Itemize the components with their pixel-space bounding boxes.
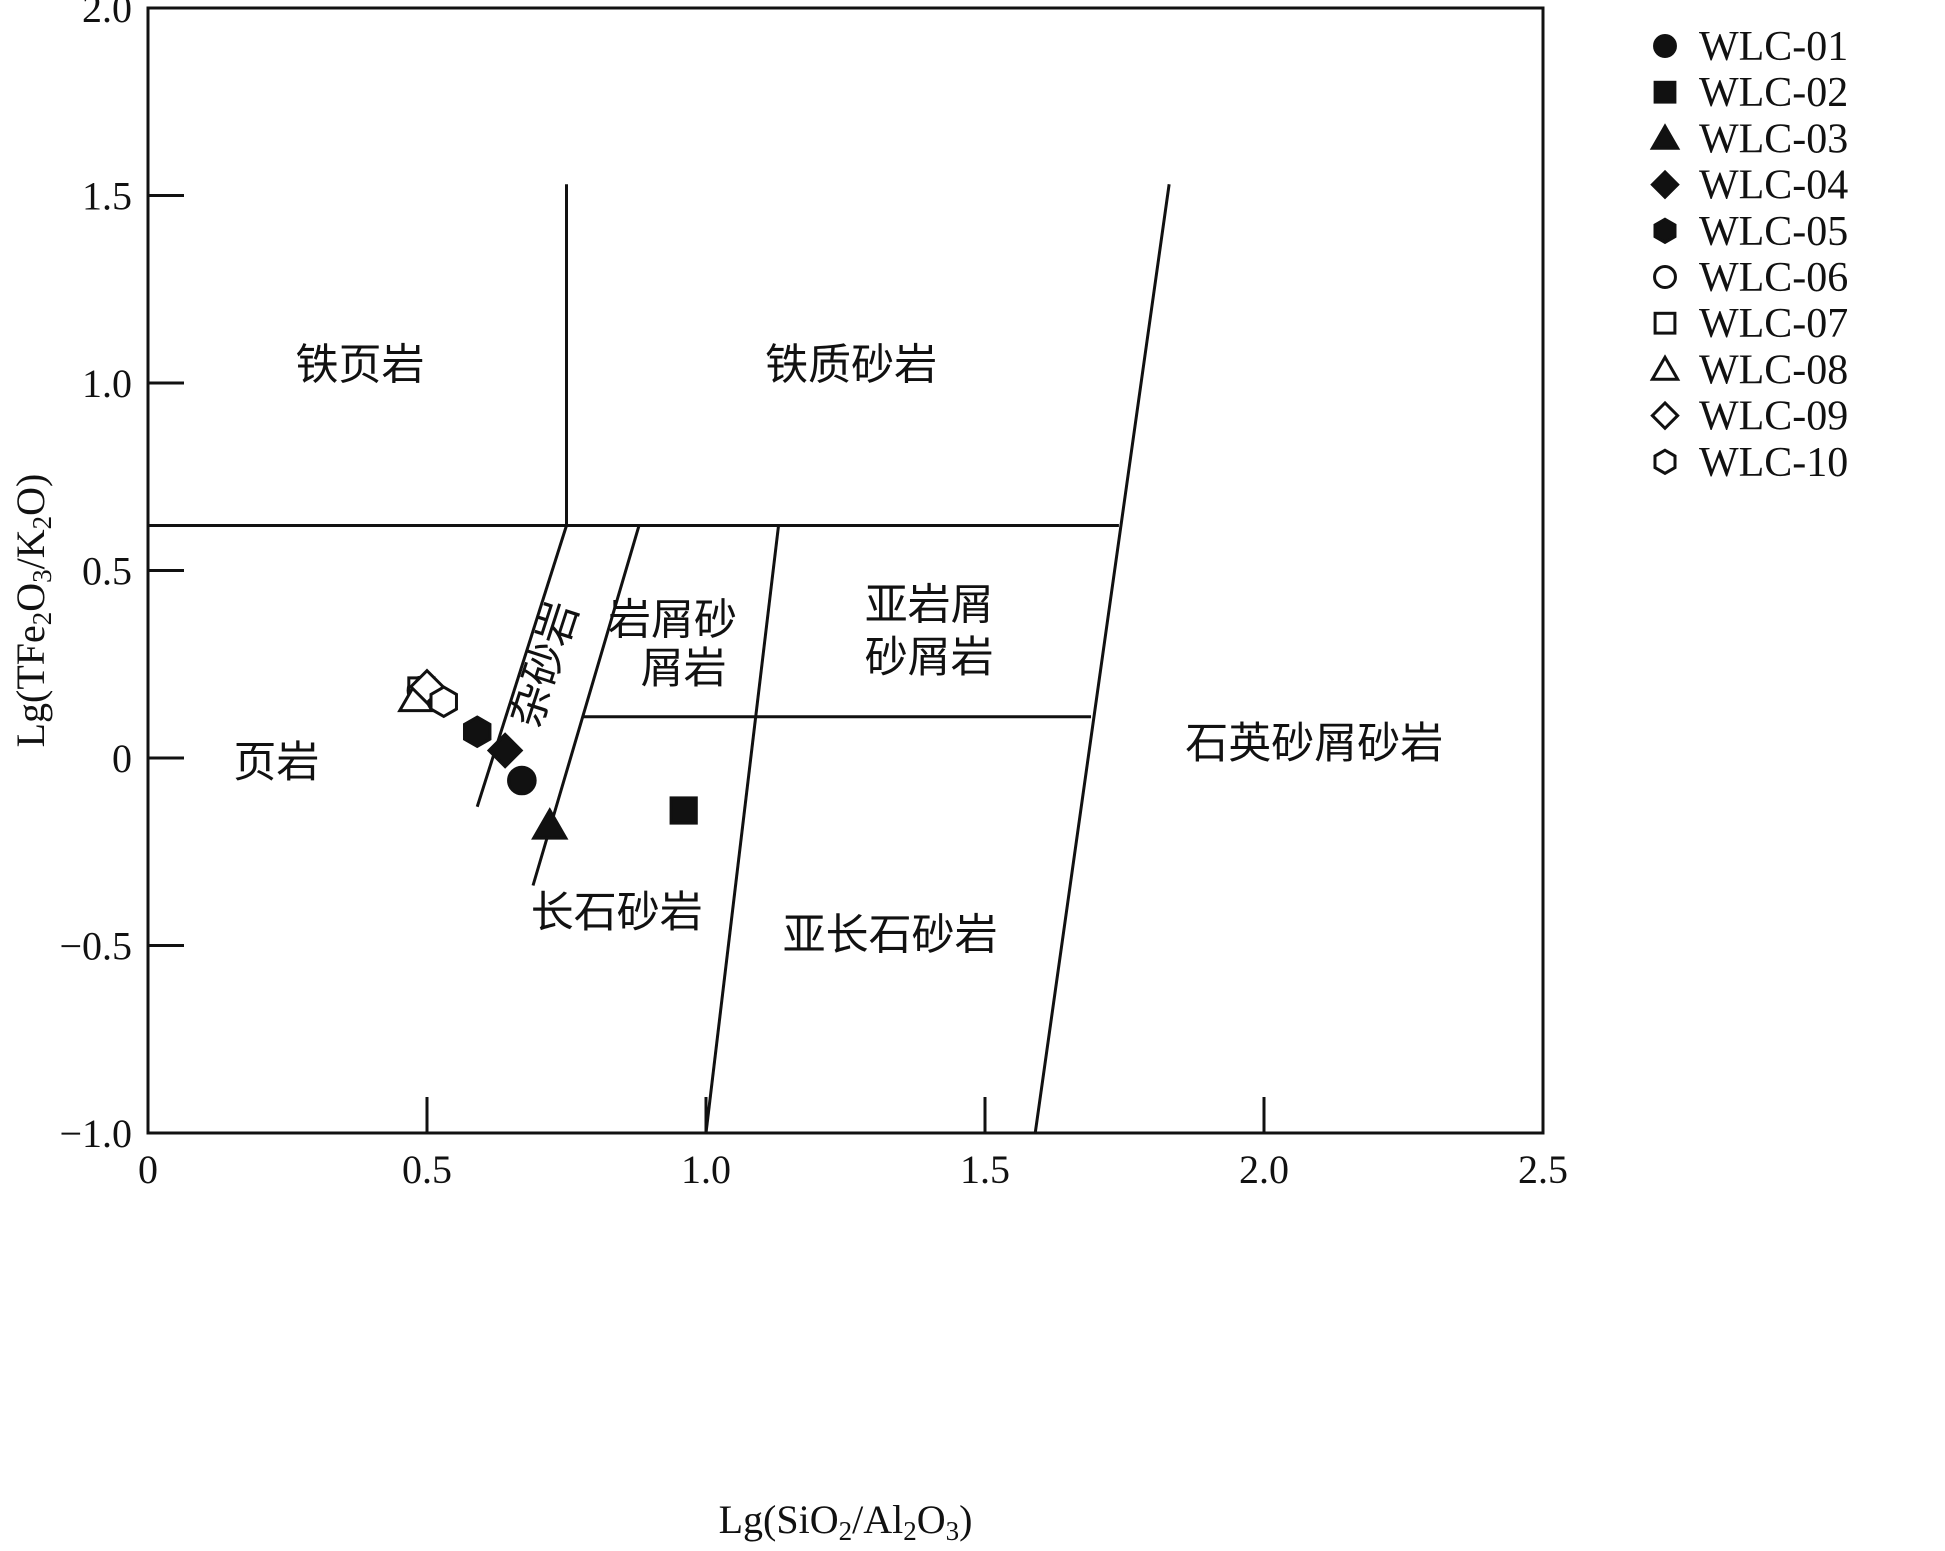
y-axis-label: Lg(TFe2O3/K2O) <box>8 474 57 748</box>
y-tick-label: 1.0 <box>82 361 132 406</box>
y-tick-label: −0.5 <box>59 924 132 969</box>
boundary-line-3 <box>475 525 568 808</box>
legend-marker-wlc-05 <box>1653 217 1677 245</box>
y-tick-label: 2.0 <box>82 0 132 31</box>
x-tick-label: 1.5 <box>960 1147 1010 1192</box>
legend-label: WLC-09 <box>1699 394 1848 440</box>
data-point-wlc-05 <box>462 715 492 749</box>
region-label: 长石砂岩 <box>531 888 703 938</box>
data-point-wlc-03 <box>531 807 569 840</box>
x-tick-label: 0 <box>138 1147 158 1192</box>
data-point-wlc-10 <box>429 685 458 719</box>
legend-label: WLC-08 <box>1699 347 1848 393</box>
region-label: 屑岩 <box>641 644 727 694</box>
region-label: 铁质砂岩 <box>765 340 937 390</box>
x-axis-ticks: 0 0.5 1.0 1.5 2.0 2.5 <box>138 1097 1568 1192</box>
boundary-line-6 <box>1033 184 1171 1134</box>
plot-frame <box>146 6 1545 1135</box>
legend-marker-wlc-06 <box>1653 265 1677 289</box>
legend-label: WLC-05 <box>1699 209 1848 255</box>
legend-marker-wlc-03 <box>1649 123 1681 150</box>
x-tick-label: 2.0 <box>1239 1147 1289 1192</box>
legend-label: WLC-07 <box>1699 301 1848 347</box>
y-tick-label: −1.0 <box>59 1111 132 1156</box>
boundary-line-5 <box>704 525 781 1134</box>
y-axis-ticks: −1.0 −0.5 0 0.5 1.0 1.5 2.0 <box>59 0 184 1156</box>
region-label: 页岩 <box>233 738 319 788</box>
region-label: 杂砂岩 <box>501 595 588 733</box>
region-label: 石英砂屑砂岩 <box>1185 719 1443 769</box>
legend-label: WLC-04 <box>1699 163 1848 209</box>
region-label: 砂屑岩 <box>865 633 994 683</box>
legend-marker-wlc-01 <box>1653 34 1677 58</box>
data-point-wlc-02 <box>669 796 698 825</box>
legend-marker-wlc-08 <box>1649 354 1681 381</box>
legend-marker-wlc-10 <box>1653 448 1677 476</box>
legend-marker-wlc-07 <box>1653 311 1677 335</box>
classification-boundaries <box>148 184 1171 1134</box>
x-tick-label: 1.0 <box>681 1147 731 1192</box>
x-tick-label: 0.5 <box>402 1147 452 1192</box>
y-tick-label: 0.5 <box>82 549 132 594</box>
legend-label: WLC-03 <box>1699 116 1848 162</box>
data-points <box>397 668 698 840</box>
region-label: 铁页岩 <box>296 340 425 390</box>
region-label: 岩屑砂 <box>608 595 737 645</box>
data-point-wlc-04 <box>486 732 524 769</box>
y-tick-label: 1.5 <box>82 174 132 219</box>
y-tick-label: 0 <box>112 736 132 781</box>
legend: WLC-01WLC-02WLC-03WLC-04WLC-05WLC-06WLC-… <box>1649 24 1848 486</box>
x-tick-label: 2.5 <box>1518 1147 1568 1192</box>
x-axis-label: Lg(SiO2/Al2O3) <box>719 1497 973 1546</box>
region-label: 亚岩屑 <box>865 580 994 630</box>
data-point-wlc-01 <box>507 765 537 796</box>
legend-label: WLC-10 <box>1699 440 1848 486</box>
legend-label: WLC-06 <box>1699 255 1848 301</box>
legend-label: WLC-01 <box>1699 24 1848 70</box>
legend-marker-wlc-04 <box>1650 169 1680 200</box>
region-label: 亚长石砂岩 <box>783 910 998 960</box>
legend-marker-wlc-09 <box>1650 400 1680 431</box>
legend-label: WLC-02 <box>1699 70 1848 116</box>
legend-marker-wlc-02 <box>1653 80 1677 104</box>
